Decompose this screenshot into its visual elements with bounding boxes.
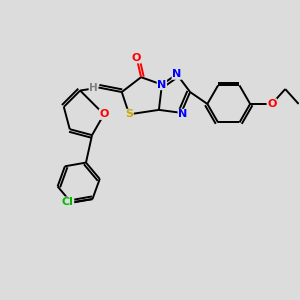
Text: S: S bbox=[125, 109, 133, 119]
Text: N: N bbox=[178, 109, 187, 119]
Text: O: O bbox=[132, 53, 141, 63]
Text: N: N bbox=[172, 69, 182, 79]
Text: O: O bbox=[267, 99, 277, 109]
Text: Cl: Cl bbox=[62, 197, 74, 207]
Text: H: H bbox=[89, 82, 98, 93]
Text: O: O bbox=[99, 109, 109, 119]
Text: N: N bbox=[157, 80, 167, 90]
